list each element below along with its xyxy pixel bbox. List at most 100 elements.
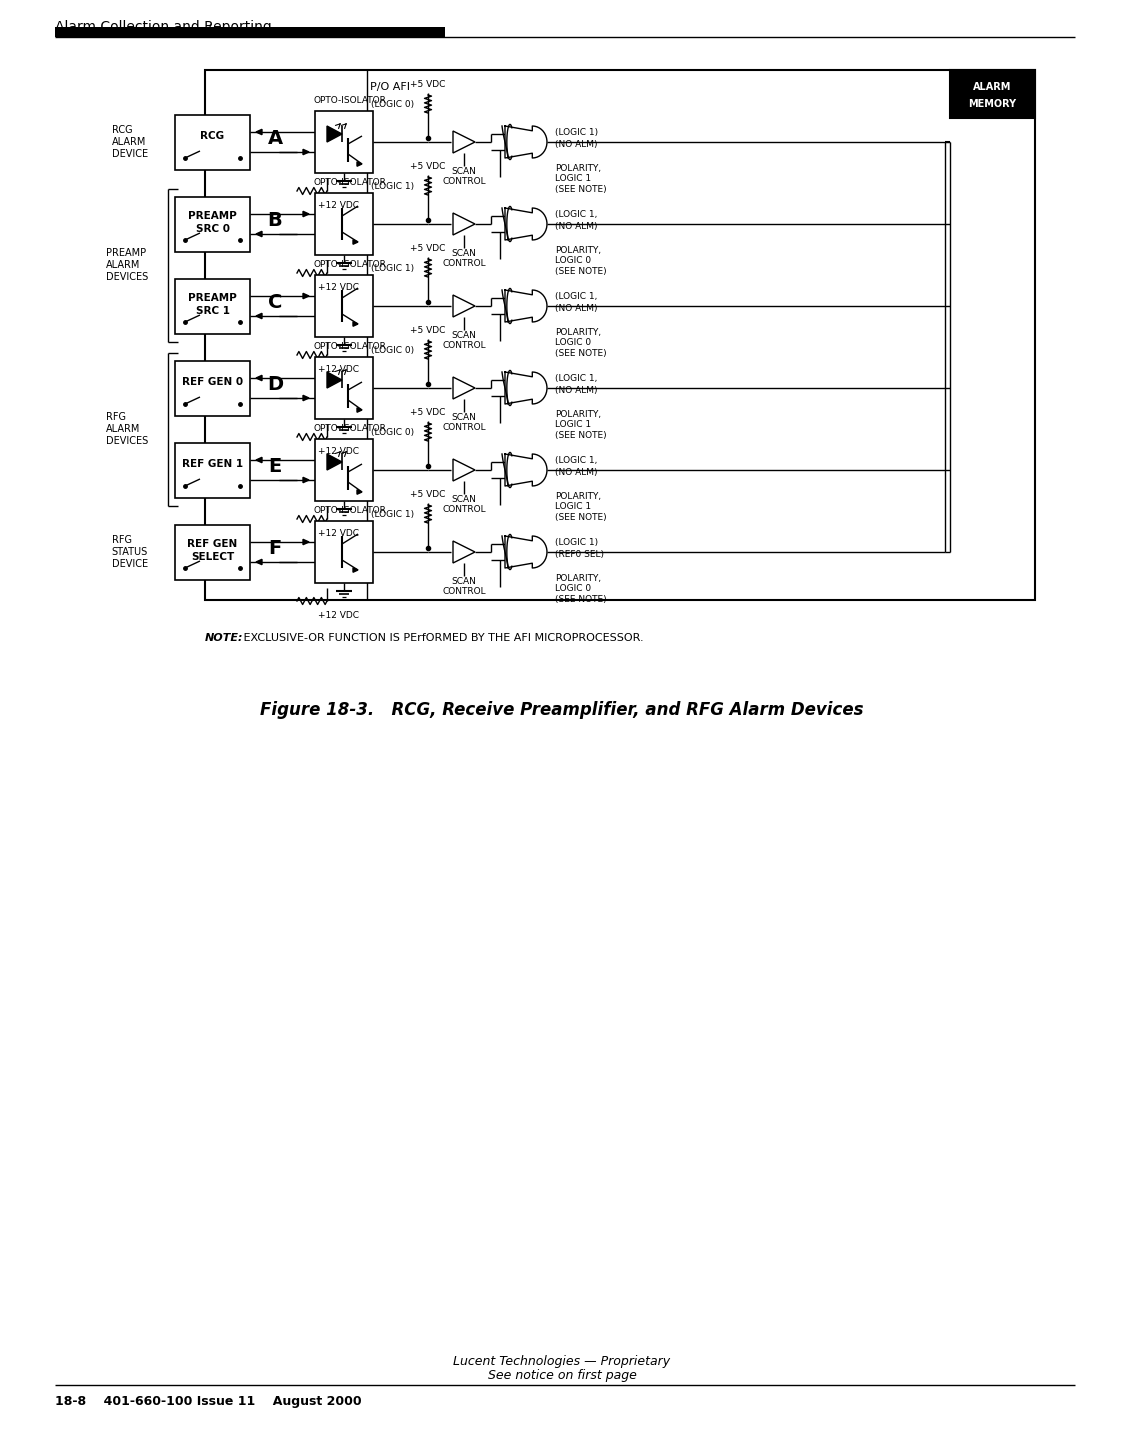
Text: (NO ALM): (NO ALM): [555, 140, 597, 149]
Text: SRC 1: SRC 1: [196, 306, 230, 316]
Bar: [315, 112, 374, 173]
Text: C: C: [268, 293, 282, 312]
Bar: [176, 525, 250, 579]
Polygon shape: [256, 559, 262, 565]
Text: OPTO-ISOLATOR: OPTO-ISOLATOR: [313, 96, 386, 104]
Polygon shape: [303, 539, 309, 545]
Text: (REF0 SEL): (REF0 SEL): [555, 549, 604, 559]
Text: OPTO-ISOLATOR: OPTO-ISOLATOR: [313, 506, 386, 515]
Text: (LOGIC 0): (LOGIC 0): [371, 428, 414, 438]
Text: F: F: [269, 539, 281, 558]
Polygon shape: [505, 453, 547, 486]
Text: (NO ALM): (NO ALM): [555, 468, 597, 476]
Text: SCAN
CONTROL: SCAN CONTROL: [442, 413, 486, 432]
Text: +12 VDC: +12 VDC: [318, 448, 359, 456]
Bar: [315, 275, 374, 337]
Text: MEMORY: MEMORY: [969, 99, 1017, 109]
Bar: [315, 439, 374, 500]
Text: (LOGIC 1,: (LOGIC 1,: [555, 456, 597, 466]
Text: POLARITY,
LOGIC 0
(SEE NOTE): POLARITY, LOGIC 0 (SEE NOTE): [555, 327, 606, 358]
Polygon shape: [256, 129, 262, 134]
Polygon shape: [505, 126, 547, 157]
Polygon shape: [327, 453, 342, 470]
Text: +5 VDC: +5 VDC: [411, 408, 446, 418]
Text: +5 VDC: +5 VDC: [411, 80, 446, 89]
Text: SELECT: SELECT: [191, 552, 234, 562]
Text: REF GEN 0: REF GEN 0: [182, 378, 243, 388]
Text: OPTO-ISOLATOR: OPTO-ISOLATOR: [313, 425, 386, 433]
Text: (NO ALM): (NO ALM): [555, 386, 597, 395]
Text: OPTO-ISOLATOR: OPTO-ISOLATOR: [313, 260, 386, 269]
Polygon shape: [327, 126, 342, 142]
Text: +5 VDC: +5 VDC: [411, 326, 446, 335]
Text: E: E: [269, 456, 281, 476]
Polygon shape: [256, 313, 262, 319]
Polygon shape: [303, 212, 309, 217]
Text: OPTO-ISOLATOR: OPTO-ISOLATOR: [313, 177, 386, 187]
Bar: [176, 196, 250, 252]
Bar: [315, 193, 374, 255]
Text: RFG
ALARM
DEVICES: RFG ALARM DEVICES: [106, 412, 148, 446]
Text: (LOGIC 0): (LOGIC 0): [371, 346, 414, 355]
Text: Alarm Collection and Reporting: Alarm Collection and Reporting: [55, 20, 272, 34]
Text: OPTO-ISOLATOR: OPTO-ISOLATOR: [313, 342, 386, 350]
Text: P/O AFI: P/O AFI: [370, 82, 410, 92]
Text: A: A: [268, 129, 282, 147]
Polygon shape: [256, 232, 262, 237]
Text: POLARITY,
LOGIC 0
(SEE NOTE): POLARITY, LOGIC 0 (SEE NOTE): [555, 573, 606, 603]
Polygon shape: [453, 541, 475, 563]
Text: See notice on first page: See notice on first page: [487, 1370, 637, 1383]
Bar: [315, 521, 374, 583]
Text: (LOGIC 1): (LOGIC 1): [371, 511, 414, 519]
Polygon shape: [357, 162, 362, 166]
Polygon shape: [353, 322, 358, 326]
Text: RFG
STATUS
DEVICE: RFG STATUS DEVICE: [111, 535, 148, 569]
Text: POLARITY,
LOGIC 1
(SEE NOTE): POLARITY, LOGIC 1 (SEE NOTE): [555, 410, 606, 440]
Text: D: D: [267, 375, 284, 393]
Polygon shape: [453, 213, 475, 235]
Text: POLARITY,
LOGIC 1
(SEE NOTE): POLARITY, LOGIC 1 (SEE NOTE): [555, 492, 606, 522]
Bar: [176, 442, 250, 498]
Text: Lucent Technologies — Proprietary: Lucent Technologies — Proprietary: [453, 1356, 670, 1369]
Polygon shape: [505, 207, 547, 240]
Text: PREAMP: PREAMP: [188, 293, 237, 303]
Text: +12 VDC: +12 VDC: [318, 202, 359, 210]
Polygon shape: [453, 295, 475, 317]
Text: SCAN
CONTROL: SCAN CONTROL: [442, 495, 486, 515]
Text: SRC 0: SRC 0: [196, 225, 230, 235]
Bar: [315, 358, 374, 419]
Text: +5 VDC: +5 VDC: [411, 162, 446, 172]
Text: SCAN
CONTROL: SCAN CONTROL: [442, 167, 486, 186]
Text: (LOGIC 1): (LOGIC 1): [371, 265, 414, 273]
Text: SCAN
CONTROL: SCAN CONTROL: [442, 576, 486, 596]
Text: +12 VDC: +12 VDC: [318, 529, 359, 538]
Bar: [55, 27, 446, 37]
Text: (LOGIC 1): (LOGIC 1): [555, 129, 598, 137]
Bar: [176, 279, 250, 333]
Text: +12 VDC: +12 VDC: [318, 365, 359, 375]
Polygon shape: [327, 372, 342, 388]
Polygon shape: [453, 132, 475, 153]
Text: +12 VDC: +12 VDC: [318, 611, 359, 621]
Polygon shape: [505, 290, 547, 322]
Polygon shape: [256, 458, 262, 463]
Text: 18-8    401-660-100 Issue 11    August 2000: 18-8 401-660-100 Issue 11 August 2000: [55, 1396, 361, 1409]
Bar: [176, 114, 250, 170]
Text: (LOGIC 1,: (LOGIC 1,: [555, 375, 597, 383]
Polygon shape: [453, 378, 475, 399]
Bar: [950, 70, 1035, 119]
Polygon shape: [357, 408, 362, 412]
Polygon shape: [303, 395, 309, 400]
Text: Figure 18-3.   RCG, Receive Preamplifier, and RFG Alarm Devices: Figure 18-3. RCG, Receive Preamplifier, …: [260, 701, 864, 719]
Text: (LOGIC 1): (LOGIC 1): [555, 539, 598, 548]
Text: REF GEN 1: REF GEN 1: [182, 459, 243, 469]
Polygon shape: [256, 375, 262, 380]
Text: (LOGIC 0): (LOGIC 0): [371, 100, 414, 109]
Text: POLARITY,
LOGIC 0
(SEE NOTE): POLARITY, LOGIC 0 (SEE NOTE): [555, 246, 606, 276]
Text: +5 VDC: +5 VDC: [411, 490, 446, 499]
Text: (LOGIC 1): (LOGIC 1): [371, 182, 414, 192]
Text: PREAMP
ALARM
DEVICES: PREAMP ALARM DEVICES: [106, 249, 148, 282]
Bar: [176, 360, 250, 416]
Polygon shape: [303, 478, 309, 483]
Text: RCG
ALARM
DEVICE: RCG ALARM DEVICE: [111, 126, 148, 159]
